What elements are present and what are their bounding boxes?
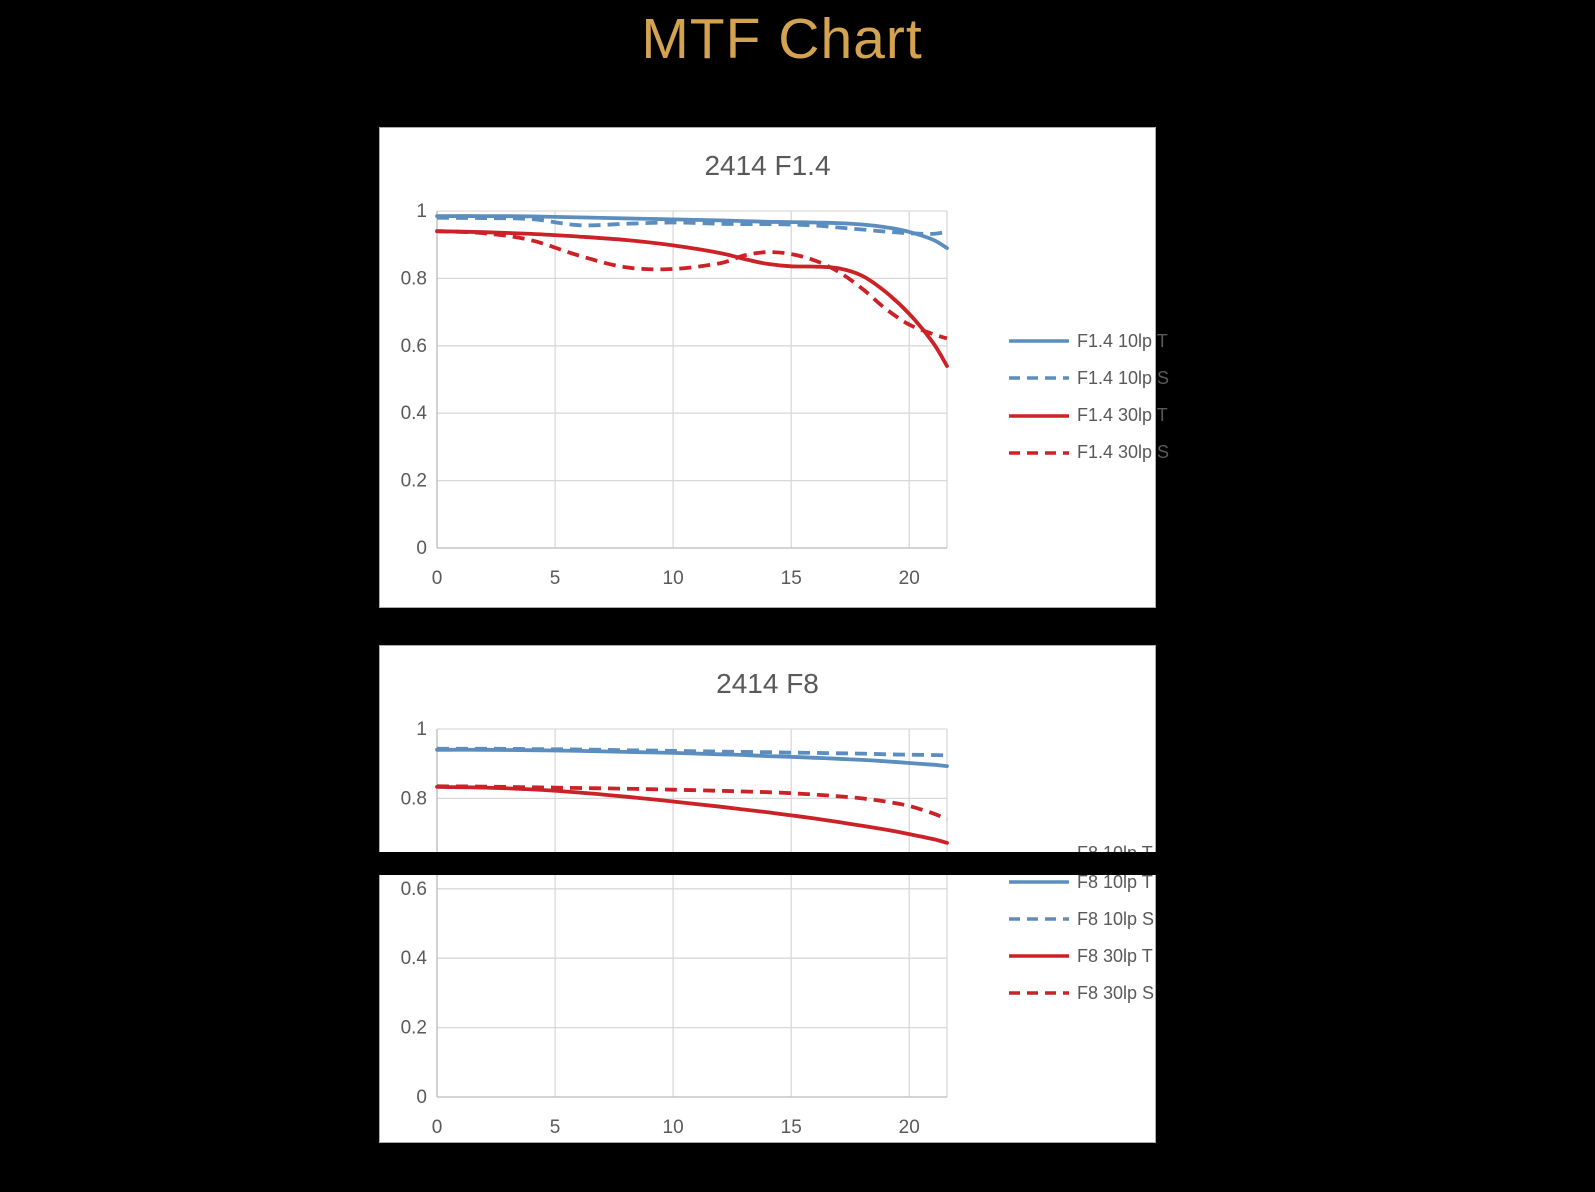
y-axis-tick-label: 0.2 [401, 1018, 427, 1039]
y-axis-tick-label: 0.2 [401, 471, 427, 492]
chart-title-f8: 2414 F8 [716, 668, 819, 699]
x-axis-tick-label: 15 [781, 1117, 802, 1138]
page-title: MTF Chart [641, 7, 923, 71]
stitch-band [0, 852, 1595, 875]
y-axis-tick-label: 0.8 [401, 788, 427, 809]
chart-title-f1-4: 2414 F1.4 [704, 150, 831, 181]
chart-panel-f1-4: 2414 F1.4 0 0.2 0.4 0.6 0.8 1 0 5 10 15 20 F1.4 10… [379, 127, 1169, 608]
legend-line-sample [1009, 451, 1069, 455]
y-axis-tick-label: 0 [416, 538, 427, 559]
legend-line-sample [1009, 339, 1069, 343]
x-axis-tick-label: 10 [663, 568, 684, 589]
plot-area-f1-4: 00.20.40.60.810 5 10 15 20 [401, 201, 949, 589]
x-axis-tick-label: 20 [899, 568, 920, 589]
legend-f8-hidden: F8 10lp TF8 10lp SF8 30lp TF8 30lp S [380, 646, 1155, 853]
legend-label: F1.4 10lp T [1077, 330, 1168, 351]
x-axis-tick-label: 5 [550, 1117, 561, 1138]
legend-label: F8 10lp T [1077, 875, 1153, 892]
legend-label: F8 10lp S [1077, 908, 1155, 929]
legend-line-sample [1009, 880, 1069, 884]
y-axis-tick-label: 1 [416, 719, 427, 740]
legend-label: F8 10lp T [1077, 851, 1153, 853]
x-axis-tick-label: 0 [432, 568, 443, 589]
legend-item-f8-30lp-s: F8 30lp S [1008, 982, 1154, 1004]
legend-item-f1-4-30lp-t: F1.4 30lp T [1008, 405, 1168, 427]
y-axis-tick-label: 0.8 [401, 268, 427, 289]
y-axis-tick-label: 0.4 [401, 403, 428, 424]
series-line-f8-10lp-s [437, 746, 948, 758]
y-axis-tick-label: 0.6 [401, 879, 427, 900]
x-axis-tick-label: 0 [432, 1117, 443, 1138]
series-line-f1-4-30lp-t [435, 229, 949, 368]
series-line-f8-30lp-t [435, 785, 949, 845]
legend-label: F1.4 30lp S [1077, 442, 1170, 463]
legend-line-sample [1009, 413, 1069, 418]
legend-label: F1.4 30lp T [1077, 405, 1168, 426]
legend-item-f8-10lp-t: F8 10lp T [1008, 850, 1153, 853]
legend-line-sample [1009, 917, 1069, 921]
y-axis-tick-label: 0.6 [401, 336, 427, 357]
legend-f8: F8 10lp T F8 10lp S F8 30lp T F8 30lp S [380, 875, 1155, 1142]
legend-item-f8-10lp-t: F8 10lp T [1008, 875, 1153, 893]
legend-item-f1-4-10lp-s: F1.4 10lp S [1008, 367, 1169, 389]
legend-item-f1-4-10lp-t: F1.4 10lp T [1008, 330, 1168, 352]
legend-label: F8 30lp T [1077, 945, 1153, 966]
series-line-f8-30lp-s [436, 784, 948, 821]
series-line-f1-4-10lp-t [435, 214, 949, 250]
x-axis-tick-label: 20 [899, 1117, 920, 1138]
series-line-f1-4-10lp-s [436, 215, 948, 236]
legend-f1-4: F1.4 10lp T F1.4 10lp S F1.4 30lp T F1.4 30… [380, 128, 1169, 607]
legend-line-sample [1009, 954, 1069, 958]
x-axis-tick-label: 10 [663, 1117, 684, 1138]
y-axis-tick-label: 1 [416, 201, 427, 222]
x-axis-tick-label: 15 [781, 568, 802, 589]
legend-item-f8-10lp-s: F8 10lp S [1008, 908, 1154, 930]
legend-item-f8-30lp-t: F8 30lp T [1008, 945, 1153, 967]
legend-artifact-duplicate: F8 10lp T [1077, 842, 1153, 852]
series-line-f8-10lp-t [435, 747, 949, 768]
legend-label: F8 30lp S [1077, 982, 1155, 1003]
legend-item-f1-4-30lp-s: F1.4 30lp S [1008, 442, 1169, 464]
legend-line-sample [1009, 376, 1069, 381]
y-axis-tick-label: 0.4 [401, 948, 428, 969]
y-axis-tick-label: 0 [416, 1087, 427, 1108]
series-line-f1-4-30lp-s [436, 229, 948, 341]
legend-label: F1.4 10lp S [1077, 367, 1170, 388]
legend-line-sample [1009, 991, 1069, 995]
x-axis-tick-label: 5 [550, 568, 561, 589]
